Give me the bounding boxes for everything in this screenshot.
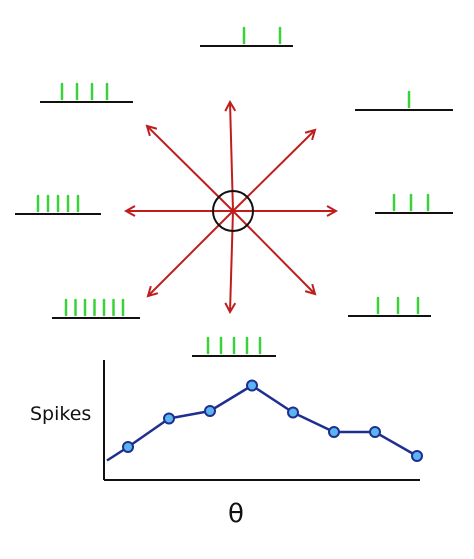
data-point bbox=[287, 406, 299, 419]
spike-rasters bbox=[15, 26, 453, 357]
data-point bbox=[328, 426, 340, 438]
arrow-down bbox=[230, 210, 233, 312]
arrow-up bbox=[230, 102, 233, 212]
arrow-up-left bbox=[147, 126, 234, 212]
data-point bbox=[204, 405, 216, 417]
direction-arrows bbox=[126, 102, 336, 312]
raster-left bbox=[15, 194, 101, 215]
tuning-points bbox=[122, 379, 423, 462]
data-point bbox=[122, 441, 134, 453]
raster-down-left bbox=[52, 298, 140, 319]
data-point bbox=[163, 412, 175, 425]
raster-down-right bbox=[348, 296, 431, 317]
raster-down bbox=[192, 336, 276, 357]
tuning-curve-chart: Spikes θ bbox=[30, 360, 423, 529]
center-circle bbox=[212, 190, 254, 232]
data-point bbox=[369, 426, 381, 438]
y-axis-label: Spikes bbox=[30, 403, 91, 425]
raster-up bbox=[200, 26, 293, 47]
data-point bbox=[411, 450, 423, 462]
raster-right bbox=[375, 193, 453, 214]
x-axis-label: θ bbox=[228, 499, 244, 529]
data-point bbox=[246, 379, 258, 392]
arrow-down-right bbox=[232, 210, 315, 294]
raster-up-right bbox=[355, 90, 453, 111]
arrow-up-right bbox=[232, 130, 315, 212]
raster-up-left bbox=[40, 82, 133, 103]
tuning-curve-line bbox=[106, 384, 418, 462]
arrow-down-left bbox=[148, 210, 234, 296]
